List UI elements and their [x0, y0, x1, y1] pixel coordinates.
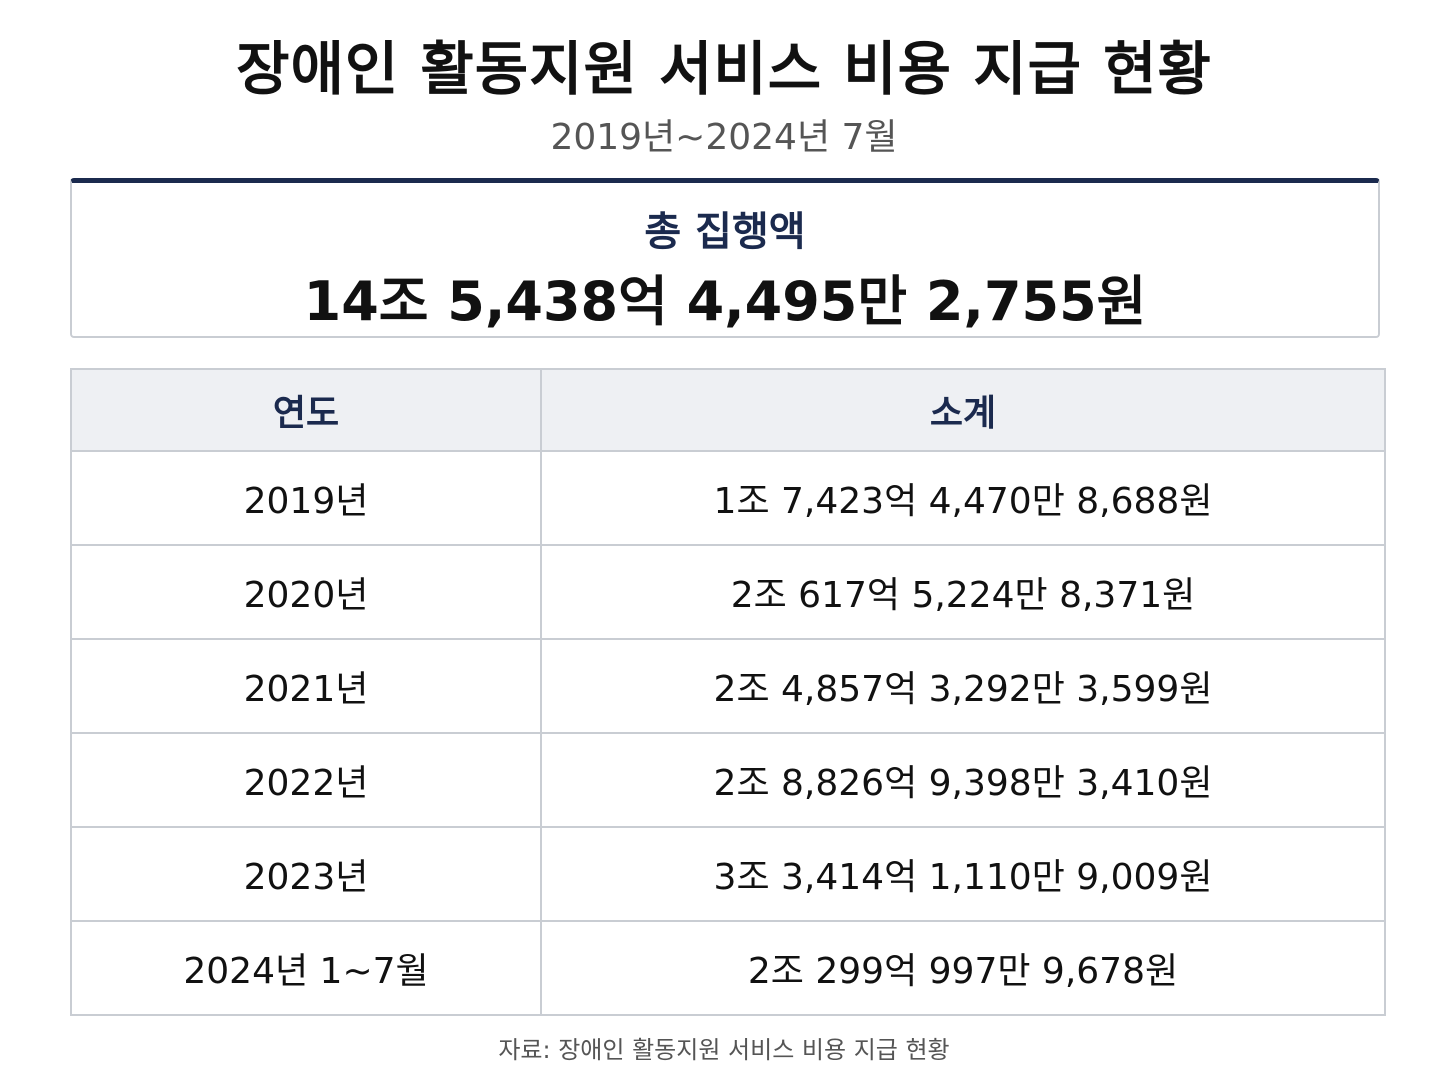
- cell-amount: 3조 3,414억 1,110만 9,009원: [540, 826, 1386, 922]
- cell-year: 2020년: [70, 544, 542, 640]
- table-row: 2021년 2조 4,857억 3,292만 3,599원: [70, 638, 1386, 734]
- total-value: 14조 5,438억 4,495만 2,755원: [303, 270, 1147, 333]
- table-header-row: 연도 소계: [70, 368, 1386, 452]
- cell-amount: 2조 617억 5,224만 8,371원: [540, 544, 1386, 640]
- page-subtitle: 2019년~2024년 7월: [550, 117, 898, 158]
- column-header-year: 연도: [70, 368, 542, 452]
- column-header-subtotal: 소계: [540, 368, 1386, 452]
- source-note: 자료: 장애인 활동지원 서비스 비용 지급 현황: [498, 1036, 950, 1064]
- cell-year: 2023년: [70, 826, 542, 922]
- table-row: 2023년 3조 3,414억 1,110만 9,009원: [70, 826, 1386, 922]
- payment-table: 연도 소계 2019년 1조 7,423억 4,470만 8,688원 2020…: [70, 368, 1386, 1016]
- payment-table-wrapper: 연도 소계 2019년 1조 7,423억 4,470만 8,688원 2020…: [70, 368, 1386, 1016]
- total-label: 총 집행액: [644, 209, 806, 255]
- cell-year: 2019년: [70, 450, 542, 546]
- table-row: 2019년 1조 7,423억 4,470만 8,688원: [70, 450, 1386, 546]
- cell-amount: 2조 4,857억 3,292만 3,599원: [540, 638, 1386, 734]
- table-row: 2020년 2조 617억 5,224만 8,371원: [70, 544, 1386, 640]
- total-summary-box: 총 집행액 14조 5,438억 4,495만 2,755원: [70, 178, 1380, 338]
- table-row: 2022년 2조 8,826억 9,398만 3,410원: [70, 732, 1386, 828]
- cell-year: 2024년 1~7월: [70, 920, 542, 1016]
- cell-amount: 2조 299억 997만 9,678원: [540, 920, 1386, 1016]
- cell-amount: 1조 7,423억 4,470만 8,688원: [540, 450, 1386, 546]
- cell-year: 2021년: [70, 638, 542, 734]
- page-title: 장애인 활동지원 서비스 비용 지급 현황: [236, 35, 1212, 103]
- cell-year: 2022년: [70, 732, 542, 828]
- table-row: 2024년 1~7월 2조 299억 997만 9,678원: [70, 920, 1386, 1016]
- cell-amount: 2조 8,826억 9,398만 3,410원: [540, 732, 1386, 828]
